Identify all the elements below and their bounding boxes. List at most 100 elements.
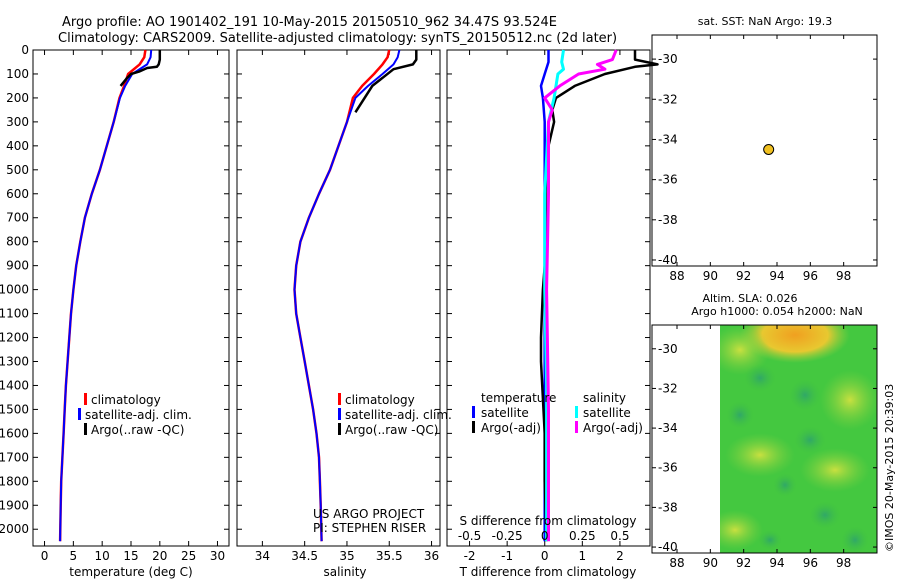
x-tick-label: 90 xyxy=(703,269,718,283)
x-tick-label: 96 xyxy=(803,269,818,283)
sla-map-subtitle: Argo h1000: 0.054 h2000: NaN xyxy=(691,305,863,318)
y-tick-label: 700 xyxy=(6,211,29,225)
salinity-difference-ticks: -0.5 -0.25 0 0.25 0.5 xyxy=(458,529,630,543)
legend-label-satellite: satellite-adj. clim. xyxy=(345,408,452,422)
y-tick-label: -38 xyxy=(658,213,678,227)
x-tick-label: 2 xyxy=(616,549,624,563)
legend-label-argo: Argo(..raw -QC) xyxy=(91,423,184,437)
sla-blob xyxy=(841,526,869,553)
sla-map-area xyxy=(651,324,878,554)
y-tick-label: 1000 xyxy=(0,283,29,297)
sla-map-title: Altim. SLA: 0.026 xyxy=(702,292,797,305)
figure-title-line1: Argo profile: AO 1901402_191 10-May-2015… xyxy=(62,15,557,30)
x-tick-label: 88 xyxy=(669,269,684,283)
x-top-tick-label: -0.25 xyxy=(492,529,523,543)
legend-swatch-argo xyxy=(84,423,87,435)
x-tick-label: 25 xyxy=(181,549,196,563)
x-tick-label: -1 xyxy=(501,549,513,563)
series-line xyxy=(293,49,401,542)
sla-map-axis-ticks: 88 90 92 94 96 98 -30 -32 -34 -36 -38 -40 xyxy=(652,325,877,570)
legend-label-sal-argo: Argo(-adj) xyxy=(583,421,643,435)
legend-label-argo: Argo(..raw -QC) xyxy=(345,423,438,437)
legend-label-temp-satellite: satellite xyxy=(481,406,529,420)
y-tick-label: -40 xyxy=(658,253,678,267)
imos-timestamp: ©IMOS 20-May-2015 20:39:03 xyxy=(883,384,896,552)
y-tick-label: 1400 xyxy=(0,378,29,392)
legend-label-climatology: climatology xyxy=(91,393,161,407)
series-line xyxy=(539,50,659,542)
series-line xyxy=(293,49,391,542)
salinity-axis-ticks: 34 34.5 35 35.5 36 xyxy=(237,49,440,563)
sla-blob xyxy=(744,364,776,392)
legend-title-temperature: temperature xyxy=(481,391,556,405)
legend-label-satellite: satellite-adj. clim. xyxy=(85,408,192,422)
x-tick-label: 94 xyxy=(769,556,784,570)
y-tick-label: 500 xyxy=(6,163,29,177)
x-tick-label: 0 xyxy=(541,549,549,563)
y-tick-label: 600 xyxy=(6,187,29,201)
sst-map-area xyxy=(651,34,878,267)
x-tick-label: 88 xyxy=(669,556,684,570)
sla-blob xyxy=(820,370,877,430)
salinity-legend: climatology satellite-adj. clim. Argo(..… xyxy=(338,393,452,437)
temperature-axis-ticks: 0 5 10 15 20 25 300100200300400500600700800900… xyxy=(0,43,229,563)
x-tick-label: 35.5 xyxy=(376,549,403,563)
sla-blob xyxy=(809,501,841,529)
y-tick-label: 800 xyxy=(6,235,29,249)
argo-location-marker xyxy=(763,143,775,155)
y-tick-label: 1500 xyxy=(0,402,29,416)
y-tick-label: -34 xyxy=(658,132,678,146)
sla-blob xyxy=(758,530,782,550)
difference-axis-ticks: -2 -1 0 1 2 xyxy=(447,49,650,563)
y-tick-label: 2000 xyxy=(0,522,29,536)
figure-title-line2: Climatology: CARS2009. Satellite-adjuste… xyxy=(58,31,617,46)
credit-project: US ARGO PROJECT xyxy=(313,507,425,521)
sla-blob xyxy=(725,433,795,477)
y-tick-label: -40 xyxy=(658,540,678,554)
x-tick-label: 20 xyxy=(152,549,167,563)
y-tick-label: 300 xyxy=(6,115,29,129)
difference-xlabel-top: S difference from climatology xyxy=(460,514,637,528)
sla-blob xyxy=(720,510,763,550)
y-tick-label: -36 xyxy=(658,173,678,187)
y-tick-label: 0 xyxy=(21,43,29,57)
sst-map-points xyxy=(763,143,775,155)
legend-swatch-temp-argo xyxy=(472,421,475,433)
y-tick-label: 1200 xyxy=(0,331,29,345)
legend-swatch-sal-satellite xyxy=(575,406,578,418)
legend-swatch-satellite xyxy=(338,408,341,420)
y-tick-label: -38 xyxy=(658,500,678,514)
sst-map-title: sat. SST: NaN Argo: 19.3 xyxy=(698,15,832,28)
y-tick-label: -34 xyxy=(658,421,678,435)
temperature-series xyxy=(58,49,162,542)
y-tick-label: 1300 xyxy=(0,354,29,368)
x-top-tick-label: -0.5 xyxy=(458,529,481,543)
x-tick-label: -2 xyxy=(464,549,476,563)
sla-blob xyxy=(789,379,821,411)
y-tick-label: 1900 xyxy=(0,498,29,512)
difference-panel: -2 -1 0 1 2 temperature satellite Argo(-adj)… xyxy=(446,49,659,579)
difference-legend: temperature satellite Argo(-adj) salinit… xyxy=(472,391,643,435)
x-tick-label: 92 xyxy=(736,556,751,570)
y-tick-label: 1700 xyxy=(0,450,29,464)
y-tick-label: -32 xyxy=(658,381,678,395)
sst-map-panel: sat. SST: NaN Argo: 19.3 88 90 92 94 96 98 -30… xyxy=(651,15,878,283)
temperature-legend: climatology satellite-adj. clim. Argo(..… xyxy=(78,393,192,437)
sla-blob xyxy=(720,325,770,375)
sla-heatmap xyxy=(720,325,877,553)
sst-map-axis-ticks: 88 90 92 94 96 98 -30 -32 -34 -36 -38 -40 xyxy=(652,35,877,283)
x-tick-label: 96 xyxy=(803,556,818,570)
legend-swatch-climatology xyxy=(338,393,341,405)
y-tick-label: -30 xyxy=(658,342,678,356)
legend-swatch-temp-satellite xyxy=(472,406,475,418)
legend-label-sal-satellite: satellite xyxy=(583,406,631,420)
series-line xyxy=(354,50,418,113)
difference-xlabel: T difference from climatology xyxy=(459,565,637,579)
x-tick-label: 1 xyxy=(579,549,587,563)
x-tick-label: 35 xyxy=(339,549,354,563)
x-tick-label: 0 xyxy=(41,549,49,563)
x-tick-label: 90 xyxy=(703,556,718,570)
x-tick-label: 34 xyxy=(255,549,270,563)
temperature-panel: 0 5 10 15 20 25 300100200300400500600700800900… xyxy=(0,43,230,579)
